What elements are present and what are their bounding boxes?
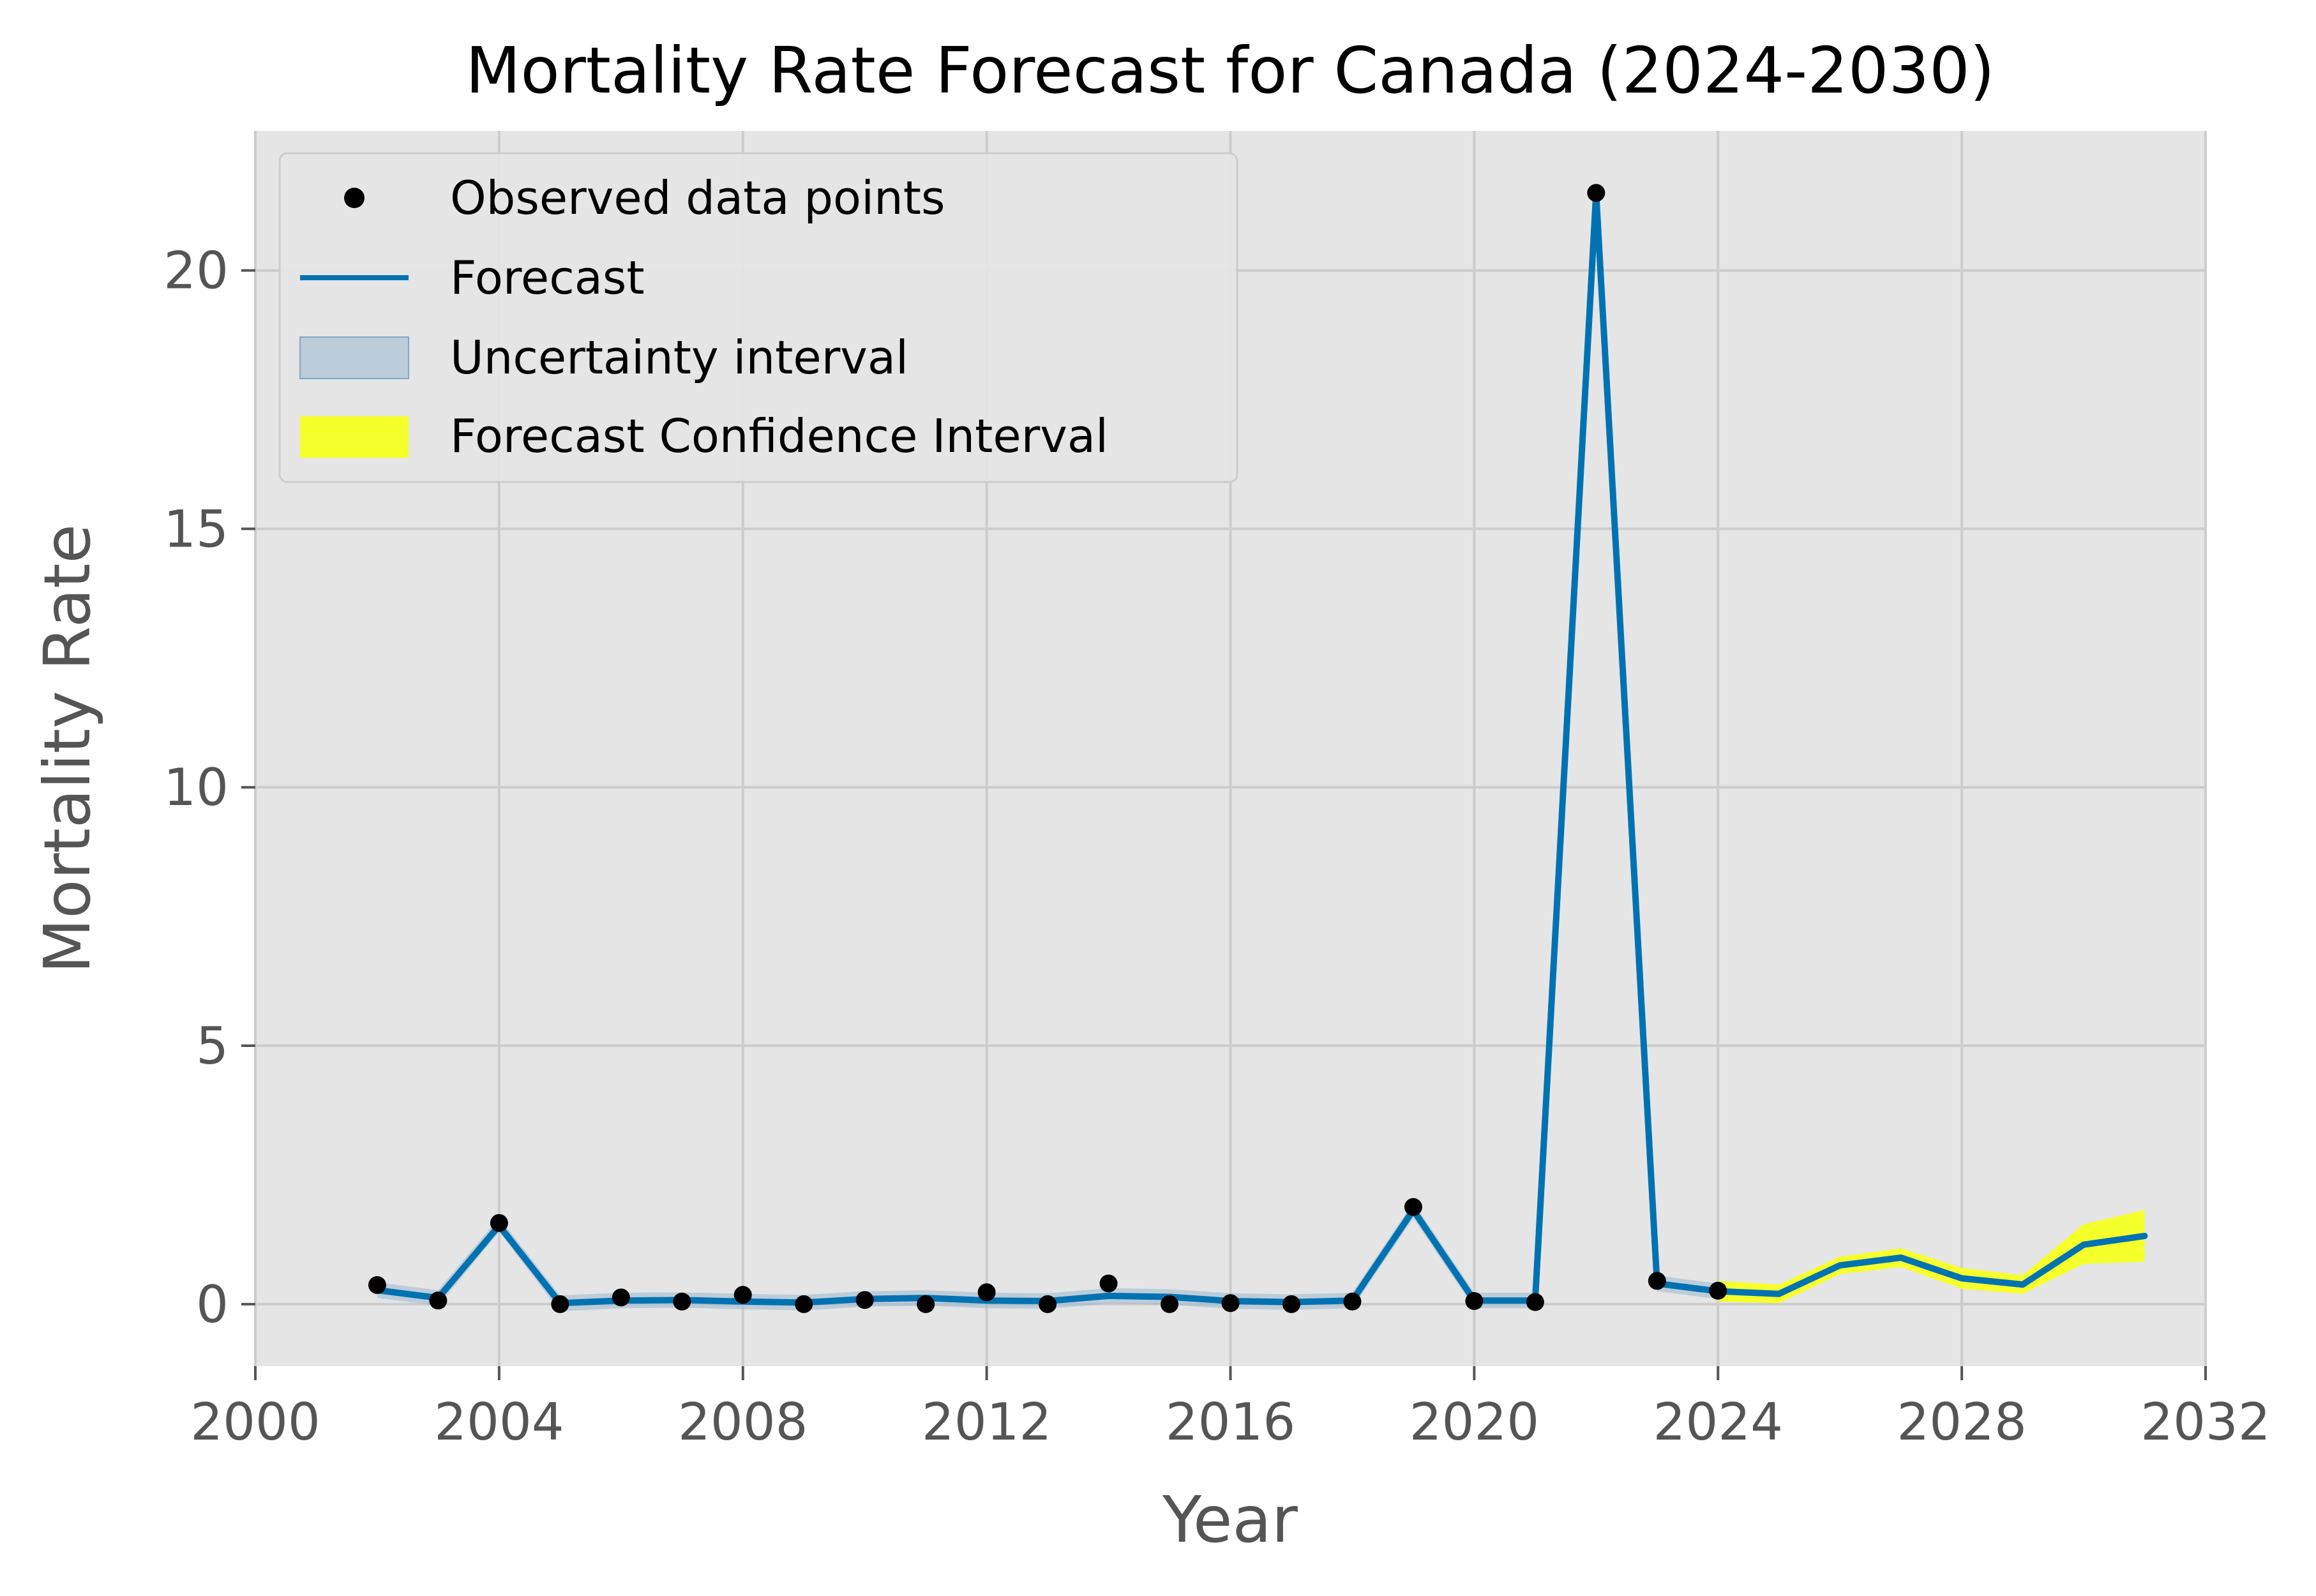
legend-forecast-ci-label: Forecast Confidence Interval bbox=[450, 409, 1108, 463]
observed-point bbox=[1709, 1281, 1727, 1300]
legend-uncertainty-swatch bbox=[299, 336, 409, 379]
y-axis: 0 5 10 15 20 bbox=[163, 241, 255, 1334]
x-axis: 2000 2004 2008 2012 2016 2020 2024 2028 2032 bbox=[190, 1366, 2271, 1452]
y-tick-label: 15 bbox=[163, 499, 229, 559]
x-axis-label: Year bbox=[1162, 1482, 1298, 1557]
forecast-lines bbox=[373, 190, 2148, 1307]
observed-point bbox=[733, 1286, 752, 1304]
observed-point bbox=[490, 1214, 508, 1232]
observed-point bbox=[612, 1288, 630, 1307]
observed-point bbox=[917, 1295, 935, 1313]
x-tick-label: 2016 bbox=[1166, 1392, 1296, 1452]
observed-point bbox=[1039, 1295, 1057, 1313]
y-tick-label: 5 bbox=[196, 1016, 229, 1076]
observed-point bbox=[551, 1295, 569, 1313]
observed-point bbox=[673, 1292, 691, 1311]
y-tick-label: 10 bbox=[163, 758, 229, 817]
observed-point bbox=[1404, 1198, 1422, 1216]
legend-observed-label: Observed data points bbox=[450, 171, 945, 225]
observed-point bbox=[1465, 1291, 1484, 1310]
forecast-line bbox=[373, 190, 2148, 1307]
observed-points bbox=[368, 184, 1727, 1313]
observed-point bbox=[977, 1283, 996, 1302]
legend-frame bbox=[278, 152, 1238, 483]
legend-uncertainty-label: Uncertainty interval bbox=[450, 331, 908, 384]
y-tick-label: 20 bbox=[163, 241, 229, 301]
observed-point bbox=[429, 1291, 447, 1310]
observed-point bbox=[855, 1291, 874, 1309]
observed-point bbox=[1648, 1272, 1666, 1290]
observed-point bbox=[1587, 184, 1605, 202]
y-tick-label: 0 bbox=[196, 1275, 229, 1334]
x-tick-label: 2020 bbox=[1410, 1392, 1540, 1452]
x-tick-label: 2008 bbox=[678, 1392, 808, 1452]
observed-point bbox=[1343, 1292, 1362, 1311]
y-axis-label: Mortality Rate bbox=[30, 524, 105, 974]
legend-observed-marker bbox=[344, 188, 365, 208]
x-tick-label: 2028 bbox=[1897, 1392, 2027, 1452]
legend-forecast-ci-swatch bbox=[300, 416, 409, 458]
observed-point bbox=[368, 1276, 386, 1294]
forecast-confidence-band bbox=[1718, 1210, 2145, 1304]
chart-title: Mortality Rate Forecast for Canada (2024… bbox=[465, 33, 1995, 108]
observed-point bbox=[1526, 1293, 1544, 1311]
x-tick-label: 2000 bbox=[190, 1392, 320, 1452]
x-tick-label: 2012 bbox=[922, 1392, 1052, 1452]
x-tick-label: 2004 bbox=[434, 1392, 564, 1452]
x-tick-label: 2032 bbox=[2140, 1392, 2271, 1452]
x-tick-label: 2024 bbox=[1653, 1392, 1783, 1452]
interval-bands bbox=[377, 185, 2145, 1312]
observed-point bbox=[1282, 1295, 1300, 1313]
legend: Observed data points Forecast Uncertaint… bbox=[278, 152, 1238, 483]
legend-forecast-label: Forecast bbox=[450, 251, 645, 305]
observed-point bbox=[1099, 1274, 1118, 1293]
observed-point bbox=[1221, 1294, 1240, 1313]
observed-point bbox=[1161, 1295, 1179, 1313]
observed-point bbox=[795, 1295, 813, 1313]
